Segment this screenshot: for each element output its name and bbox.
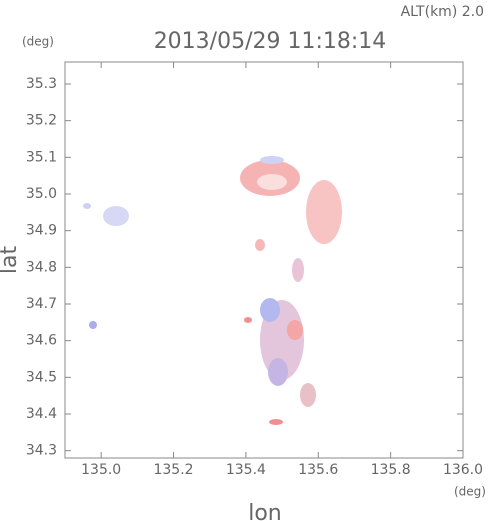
x-tick-label: 136.0: [443, 462, 483, 478]
x-tick-label: 135.8: [371, 462, 411, 478]
y-axis-label: lat: [0, 246, 22, 275]
x-tick-label: 135.4: [226, 462, 266, 478]
y-tick-label: 34.5: [26, 369, 57, 385]
y-tick-label: 34.7: [26, 296, 57, 312]
y-tick-label: 34.8: [26, 259, 57, 275]
x-tick-label: 135.6: [298, 462, 338, 478]
x-tick-label: 135.2: [153, 462, 193, 478]
y-tick-label: 35.1: [26, 149, 57, 165]
x-tick-label: 135.0: [81, 462, 121, 478]
plot-frame: [64, 61, 464, 459]
y-tick-label: 35.0: [26, 186, 57, 202]
chart-title: 2013/05/29 11:18:14: [154, 29, 387, 54]
y-tick-label: 35.3: [26, 76, 57, 92]
x-axis-label: lon: [248, 501, 282, 521]
y-tick-label: 34.9: [26, 223, 57, 239]
y-tick-label: 35.2: [26, 113, 57, 129]
y-tick-label: 34.3: [26, 443, 57, 459]
x-unit: (deg): [454, 485, 486, 499]
y-unit: (deg): [22, 35, 54, 49]
echo-field: [83, 156, 342, 425]
y-tick-label: 34.4: [26, 406, 57, 422]
altitude-label: ALT(km) 2.0: [401, 4, 484, 20]
y-tick-label: 34.6: [26, 333, 57, 349]
